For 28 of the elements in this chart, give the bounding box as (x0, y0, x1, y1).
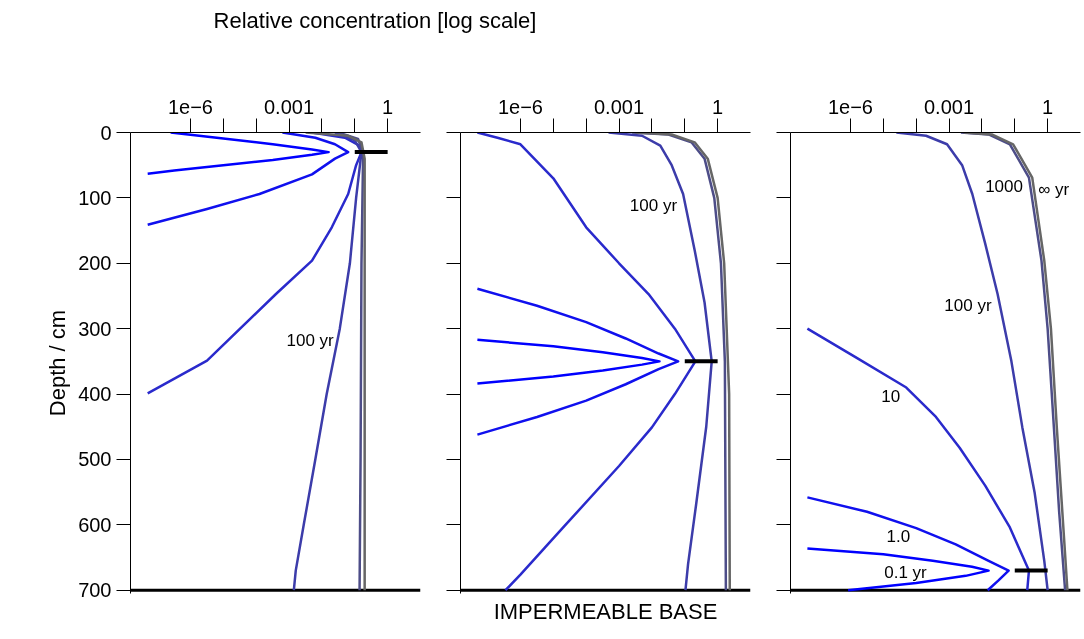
annotation: 100 yr (944, 296, 992, 316)
ref-line-label: IMPERMEABLE BASE (493, 598, 718, 624)
annotation: 10 (881, 386, 901, 406)
x-tick-label: 0.001 (594, 95, 645, 118)
x-tick-label: 0.001 (924, 95, 975, 118)
annotation: 100 yr (629, 195, 678, 215)
y-tick-label: 500 (78, 448, 112, 471)
annotation: 0.1 yr (884, 562, 928, 582)
x-tick-label: 1e−6 (497, 95, 543, 118)
y-tick-label: 600 (78, 513, 112, 536)
x-tick-label: 1e−6 (167, 95, 213, 118)
annotation: 1.0 (886, 527, 911, 547)
annotation: ∞ yr (1038, 179, 1070, 199)
y-tick-label: 700 (78, 579, 112, 602)
x-tick-label: 1e−6 (827, 95, 873, 118)
annotation: 100 yr (286, 330, 335, 350)
y-tick-label: 200 (78, 252, 112, 275)
x-tick-label: 1 (712, 95, 724, 118)
x-axis-title: Relative concentration [log scale] (212, 7, 538, 35)
y-tick-label: 100 (78, 186, 112, 209)
y-tick-label: 0 (100, 121, 112, 144)
x-tick-label: 1 (1042, 95, 1054, 118)
y-tick-label: 300 (78, 317, 112, 340)
x-tick-label: 0.001 (264, 95, 315, 118)
y-axis-title: Depth / cm (45, 309, 71, 417)
y-tick-label: 400 (78, 383, 112, 406)
annotation: 1000 (985, 176, 1023, 196)
x-tick-label: 1 (382, 95, 394, 118)
